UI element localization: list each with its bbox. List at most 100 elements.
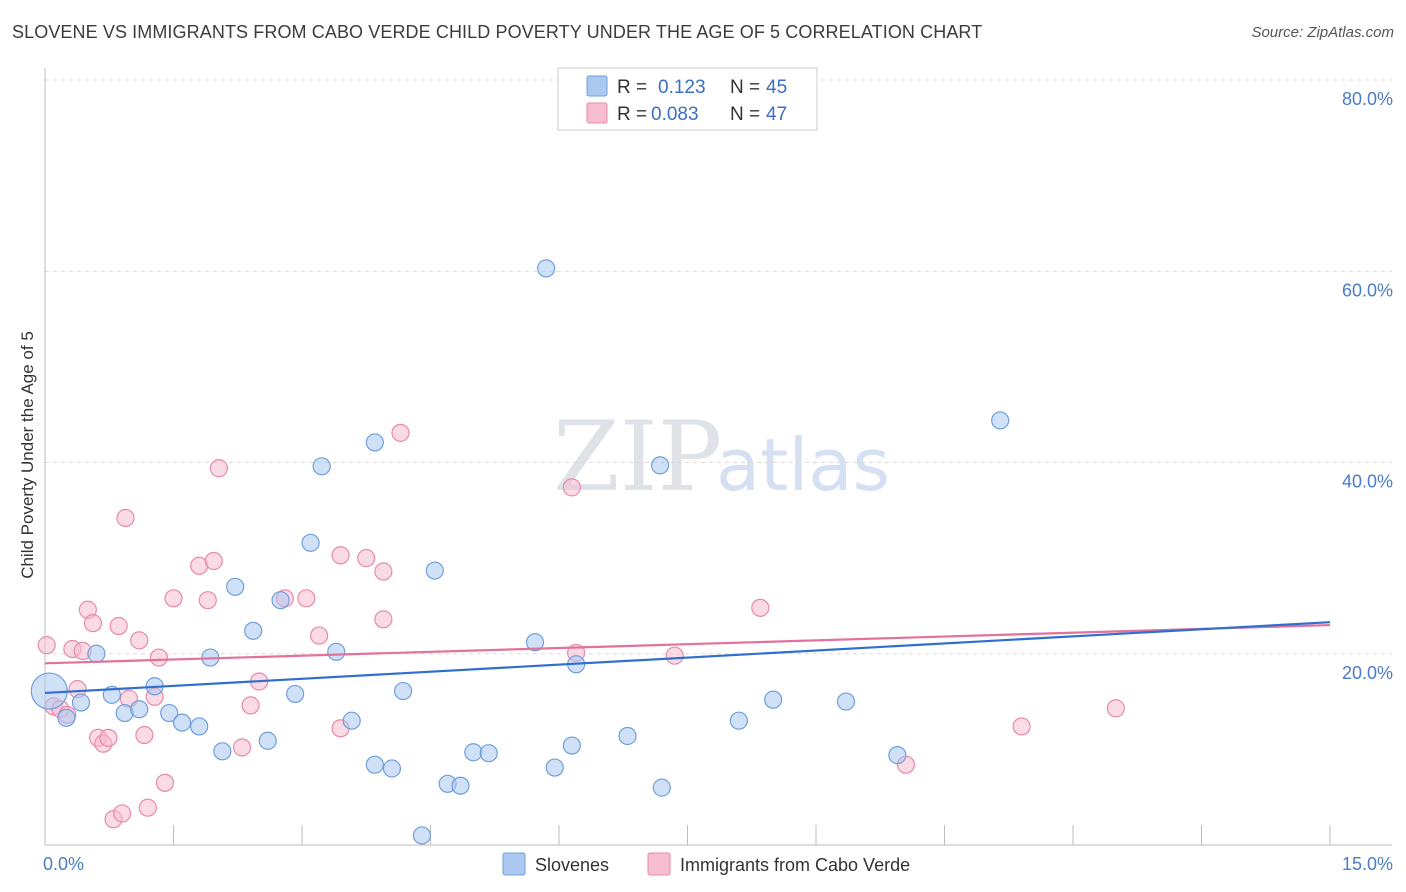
- legend-r-label-cabo-verde: R =: [617, 104, 647, 125]
- cabo-verde-point-27: [209, 459, 229, 478]
- cabo-verde-point-18: [135, 725, 154, 745]
- legend-r-value-slovenes: 0.123: [658, 77, 706, 98]
- series-slovenes-points: [30, 259, 1010, 845]
- slovenes-point-6: [130, 700, 149, 719]
- slovenes-point-8: [160, 703, 179, 723]
- bottom-legend-label-slovenes: Slovenes: [535, 855, 609, 875]
- slovenes-point-34: [545, 758, 564, 777]
- chart-title: SLOVENE VS IMMIGRANTS FROM CABO VERDE CH…: [12, 22, 983, 42]
- cabo-verde-point-28: [232, 738, 252, 757]
- correlation-legend: R = 0.123 N = 45 R = 0.083 N = 47: [557, 67, 818, 131]
- trend-line-cabo-verde: [44, 623, 1331, 665]
- cabo-verde-point-33: [310, 626, 329, 645]
- cabo-verde-point-29: [241, 696, 260, 715]
- slovenes-point-32: [525, 633, 545, 652]
- cabo-verde-point-17: [130, 631, 149, 650]
- slovenes-point-23: [365, 755, 384, 774]
- cabo-verde-point-0: [37, 636, 56, 655]
- slovenes-point-20: [327, 642, 346, 661]
- cabo-verde-point-37: [374, 562, 393, 581]
- slovenes-point-2: [71, 693, 91, 712]
- slovenes-point-26: [412, 826, 432, 845]
- slovenes-point-17: [286, 684, 305, 704]
- watermark-zip: ZIP: [553, 401, 722, 513]
- series-legend: Slovenes Immigrants from Cabo Verde: [502, 852, 910, 876]
- slovenes-point-31: [479, 744, 498, 763]
- trend-line-slovenes: [44, 621, 1331, 695]
- cabo-verde-point-15: [116, 508, 135, 528]
- x-tick-label-min: 0.0%: [43, 854, 84, 874]
- legend-n-label-cabo-verde: N =: [730, 104, 760, 125]
- legend-n-label-slovenes: N =: [730, 77, 760, 98]
- slovenes-point-9: [172, 713, 192, 732]
- cabo-verde-point-26: [204, 551, 223, 571]
- cabo-verde-point-39: [391, 423, 410, 442]
- bottom-legend-swatch-cabo-verde: [647, 852, 671, 876]
- slovenes-point-38: [650, 456, 670, 475]
- bottom-legend-swatch-slovenes: [502, 852, 526, 876]
- slovenes-point-10: [190, 717, 209, 736]
- slovenes-point-4: [102, 685, 121, 704]
- slovenes-point-41: [764, 690, 783, 709]
- legend-swatch-slovenes: [586, 75, 608, 97]
- legend-r-label-slovenes: R =: [617, 77, 647, 98]
- cabo-verde-point-36: [357, 549, 376, 568]
- legend-swatch-cabo-verde: [586, 102, 608, 124]
- slovenes-point-21: [342, 711, 361, 730]
- cabo-verde-point-43: [751, 598, 770, 617]
- slovenes-point-30: [464, 743, 483, 762]
- legend-n-value-cabo-verde: 47: [766, 104, 787, 125]
- source-credit: Source: ZipAtlas.com: [1251, 24, 1394, 41]
- slovenes-point-29: [451, 776, 470, 795]
- slovenes-point-44: [991, 411, 1010, 430]
- legend-r-value-cabo-verde: 0.083: [651, 104, 699, 125]
- slovenes-point-37: [618, 726, 637, 746]
- slovenes-point-27: [425, 561, 444, 580]
- cabo-verde-point-23: [164, 589, 183, 608]
- x-tick-label-max: 15.0%: [1342, 854, 1393, 874]
- cabo-verde-point-11: [99, 728, 118, 748]
- slovenes-point-22: [365, 433, 384, 452]
- cabo-verde-point-19: [138, 798, 157, 817]
- legend-n-value-slovenes: 45: [766, 77, 787, 98]
- cabo-verde-point-34: [331, 546, 350, 565]
- y-tick-label-40: 40.0%: [1342, 472, 1393, 492]
- slovenes-point-19: [312, 457, 331, 476]
- cabo-verde-point-25: [198, 591, 217, 610]
- y-tick-labels: 20.0% 40.0% 60.0% 80.0%: [1342, 89, 1393, 683]
- slovenes-point-3: [87, 644, 106, 663]
- slovenes-point-1: [57, 708, 76, 727]
- cabo-verde-point-42: [665, 646, 684, 665]
- watermark: ZIP atlas: [553, 401, 890, 513]
- x-tick-labels: 0.0% 15.0%: [43, 854, 1393, 874]
- y-axis-label: Child Poverty Under the Age of 5: [18, 331, 37, 579]
- cabo-verde-point-13: [109, 616, 128, 636]
- cabo-verde-point-45: [1012, 717, 1031, 736]
- slovenes-point-18: [301, 533, 320, 552]
- y-tick-label-80: 80.0%: [1342, 89, 1393, 109]
- cabo-verde-point-32: [297, 589, 316, 608]
- trend-lines: [44, 621, 1331, 695]
- watermark-atlas: atlas: [716, 423, 890, 507]
- slovenes-point-42: [836, 692, 856, 711]
- cabo-verde-point-14: [112, 804, 132, 823]
- cabo-verde-point-40: [562, 478, 581, 497]
- slovenes-point-24: [382, 759, 402, 778]
- y-tick-label-20: 20.0%: [1342, 663, 1393, 683]
- slovenes-point-16: [271, 591, 290, 610]
- slovenes-point-43: [888, 746, 907, 765]
- slovenes-point-39: [652, 778, 671, 797]
- slovenes-point-12: [213, 742, 232, 761]
- slovenes-point-15: [258, 731, 277, 750]
- cabo-verde-point-8: [83, 614, 103, 633]
- slovenes-point-35: [562, 736, 581, 755]
- slovenes-point-13: [226, 577, 245, 596]
- y-tick-label-60: 60.0%: [1342, 280, 1393, 300]
- slovenes-point-14: [244, 621, 263, 640]
- bottom-legend-label-cabo-verde: Immigrants from Cabo Verde: [680, 855, 910, 875]
- slovenes-point-25: [393, 681, 413, 701]
- cabo-verde-point-46: [1106, 699, 1125, 718]
- slovenes-point-33: [537, 259, 556, 278]
- cabo-verde-point-21: [149, 648, 169, 667]
